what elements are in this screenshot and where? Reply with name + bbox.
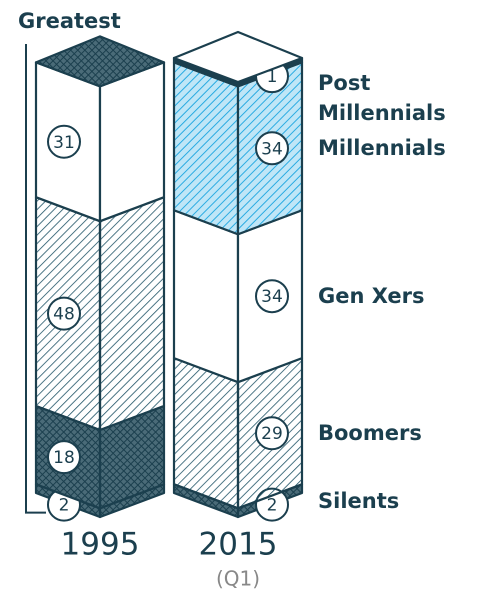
column-cap — [172, 30, 304, 84]
value-label: 48 — [53, 305, 75, 325]
series-label: Boomers — [318, 421, 422, 446]
series-label: Greatest — [18, 9, 121, 33]
series-label: Millennials — [318, 136, 446, 161]
series-label: Post Millennials — [318, 71, 446, 126]
value-badge — [47, 124, 81, 159]
value-badge — [47, 440, 81, 475]
segment-left-face — [172, 61, 240, 236]
segment-right-face — [98, 196, 166, 432]
segment-left-face — [172, 357, 240, 510]
column-cap — [34, 35, 166, 88]
value-badge — [255, 131, 289, 166]
value-badge — [255, 279, 289, 314]
leader-line — [25, 44, 46, 514]
segment-left-face — [172, 209, 240, 384]
value-label: 18 — [53, 448, 75, 468]
value-label: 1 — [267, 67, 278, 87]
value-badge — [255, 416, 289, 451]
value-label: 2 — [59, 496, 70, 516]
category-label: 1995 — [61, 527, 140, 563]
value-label: 34 — [261, 139, 283, 159]
series-label: Silents — [318, 488, 400, 513]
value-badge — [47, 296, 81, 331]
segment-right-face — [98, 61, 166, 223]
category-label: 2015 — [199, 527, 278, 563]
value-label: 31 — [53, 133, 75, 153]
value-label: 29 — [261, 424, 283, 444]
value-label: 34 — [261, 287, 283, 307]
category-note: (Q1) — [216, 567, 260, 591]
series-label: Gen Xers — [318, 284, 425, 309]
value-label: 2 — [267, 496, 278, 516]
